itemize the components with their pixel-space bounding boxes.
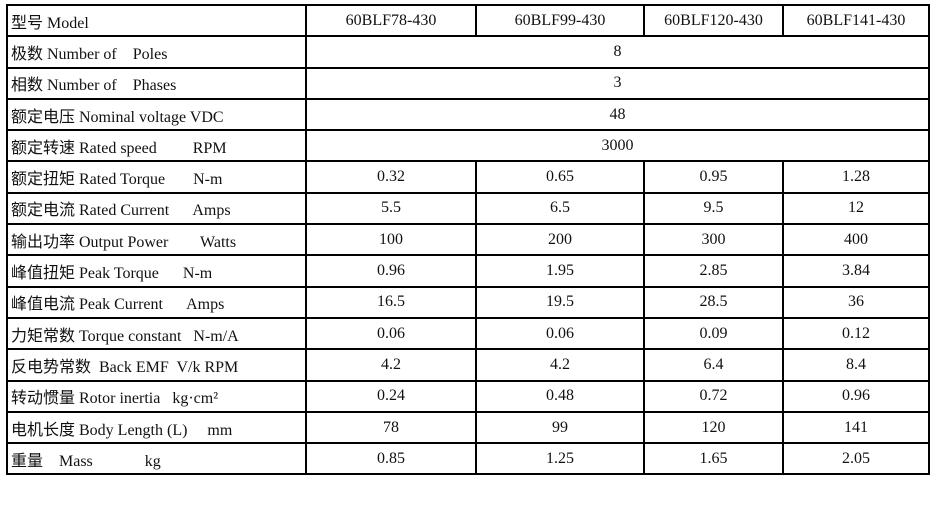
cell-value: 48	[305, 97, 930, 132]
row-label: 转动惯量 Rotor inertia kg·cm²	[6, 379, 307, 413]
table-row: 力矩常数 Torque constant N-m/A 0.06 0.06 0.09 0.…	[6, 316, 930, 351]
cell-value: 9.5	[643, 191, 784, 226]
table-row: 额定电流 Rated Current Amps 5.5 6.5 9.5 12	[6, 191, 930, 226]
cell-value: 36	[782, 285, 930, 319]
row-label: 额定转速 Rated speed RPM	[6, 129, 307, 163]
cell-value: 1.65	[643, 442, 784, 476]
cell-value: 0.96	[782, 379, 930, 413]
header-row: 型号 Model 60BLF78-430 60BLF99-430 60BLF12…	[6, 3, 930, 38]
cell-value: 0.95	[643, 160, 784, 194]
cell-value: 0.12	[782, 316, 930, 351]
table-row: 峰值电流 Peak Current Amps 16.5 19.5 28.5 36	[6, 285, 930, 319]
cell-value: 120	[643, 410, 784, 445]
row-label: 额定电压 Nominal voltage VDC	[6, 97, 307, 132]
table-row: 转动惯量 Rotor inertia kg·cm² 0.24 0.48 0.72 0.9…	[6, 379, 930, 413]
table-row: 极数 Number of Poles 8	[6, 35, 930, 69]
cell-value: 3.84	[782, 254, 930, 288]
cell-value: 2.05	[782, 442, 930, 476]
model-header: 60BLF141-430	[782, 3, 930, 38]
cell-value: 12	[782, 191, 930, 226]
cell-value: 1.25	[475, 442, 645, 476]
table-row: 额定扭矩 Rated Torque N-m 0.32 0.65 0.95 1.28	[6, 160, 930, 194]
cell-value: 0.09	[643, 316, 784, 351]
cell-value: 141	[782, 410, 930, 445]
row-label: 电机长度 Body Length (L) mm	[6, 410, 307, 445]
cell-value: 4.2	[475, 348, 645, 382]
row-label: 重量 Mass kg	[6, 442, 307, 476]
motor-spec-table: 型号 Model 60BLF78-430 60BLF99-430 60BLF12…	[6, 3, 930, 476]
table-row: 额定电压 Nominal voltage VDC 48	[6, 97, 930, 132]
table-row: 重量 Mass kg 0.85 1.25 1.65 2.05	[6, 442, 930, 476]
table-row: 额定转速 Rated speed RPM 3000	[6, 129, 930, 163]
cell-value: 6.5	[475, 191, 645, 226]
cell-value: 400	[782, 223, 930, 257]
row-label: 力矩常数 Torque constant N-m/A	[6, 316, 307, 351]
row-label: 峰值扭矩 Peak Torque N-m	[6, 254, 307, 288]
table-row: 输出功率 Output Power Watts 100 200 300 400	[6, 223, 930, 257]
cell-value: 0.96	[305, 254, 477, 288]
table-row: 电机长度 Body Length (L) mm 78 99 120 141	[6, 410, 930, 445]
row-label: 额定电流 Rated Current Amps	[6, 191, 307, 226]
cell-value: 8.4	[782, 348, 930, 382]
cell-value: 3000	[305, 129, 930, 163]
cell-value: 2.85	[643, 254, 784, 288]
cell-value: 0.24	[305, 379, 477, 413]
row-label: 峰值电流 Peak Current Amps	[6, 285, 307, 319]
cell-value: 0.06	[305, 316, 477, 351]
cell-value: 1.95	[475, 254, 645, 288]
cell-value: 0.65	[475, 160, 645, 194]
cell-value: 28.5	[643, 285, 784, 319]
cell-value: 6.4	[643, 348, 784, 382]
row-label: 反电势常数 Back EMF V/k RPM	[6, 348, 307, 382]
row-label: 输出功率 Output Power Watts	[6, 223, 307, 257]
cell-value: 19.5	[475, 285, 645, 319]
cell-value: 16.5	[305, 285, 477, 319]
table-row: 反电势常数 Back EMF V/k RPM 4.2 4.2 6.4 8.4	[6, 348, 930, 382]
cell-value: 5.5	[305, 191, 477, 226]
cell-value: 3	[305, 66, 930, 100]
model-header: 60BLF78-430	[305, 3, 477, 38]
cell-value: 0.48	[475, 379, 645, 413]
cell-value: 78	[305, 410, 477, 445]
cell-value: 200	[475, 223, 645, 257]
cell-value: 300	[643, 223, 784, 257]
row-label: 额定扭矩 Rated Torque N-m	[6, 160, 307, 194]
cell-value: 8	[305, 35, 930, 69]
cell-value: 0.85	[305, 442, 477, 476]
table-row: 峰值扭矩 Peak Torque N-m 0.96 1.95 2.85 3.84	[6, 254, 930, 288]
row-label: 极数 Number of Poles	[6, 35, 307, 69]
model-header: 60BLF99-430	[475, 3, 645, 38]
cell-value: 4.2	[305, 348, 477, 382]
cell-value: 1.28	[782, 160, 930, 194]
model-header: 60BLF120-430	[643, 3, 784, 38]
table-row: 相数 Number of Phases 3	[6, 66, 930, 100]
header-label: 型号 Model	[6, 3, 307, 38]
cell-value: 0.06	[475, 316, 645, 351]
cell-value: 0.72	[643, 379, 784, 413]
cell-value: 99	[475, 410, 645, 445]
cell-value: 100	[305, 223, 477, 257]
cell-value: 0.32	[305, 160, 477, 194]
row-label: 相数 Number of Phases	[6, 66, 307, 100]
